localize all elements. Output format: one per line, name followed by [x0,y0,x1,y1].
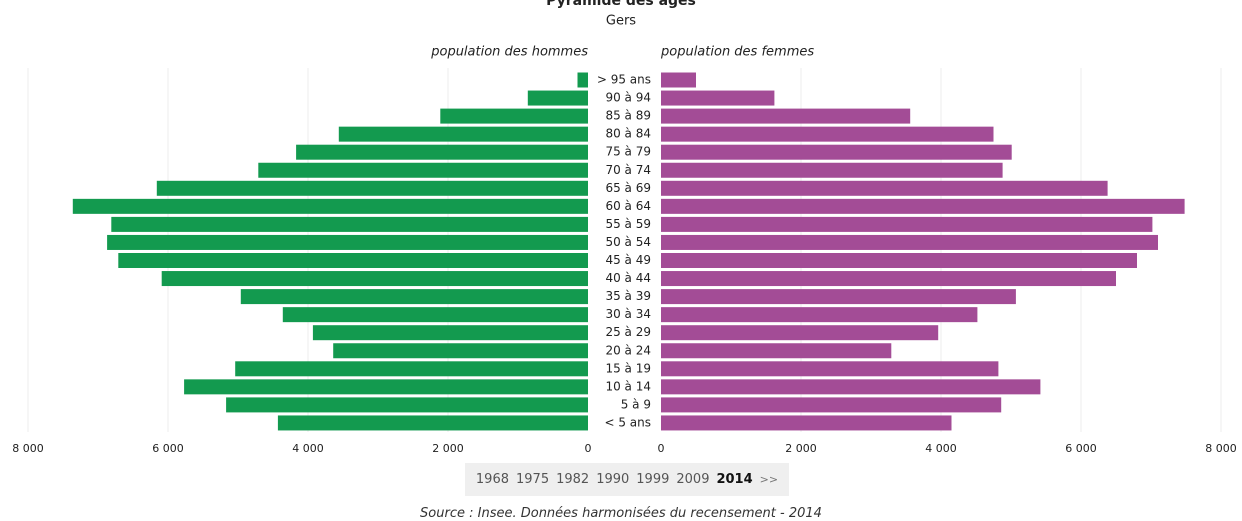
bar [333,343,588,359]
bar [296,144,588,160]
category-label: 65 à 69 [605,181,651,195]
bar [240,289,589,305]
bar [661,162,1003,178]
category-label: 40 à 44 [605,271,651,285]
legend-label: population des hommes [430,45,588,60]
category-label: 80 à 84 [605,127,651,141]
bar [226,397,588,413]
x-tick-label: 2 000 [432,442,464,455]
bar [661,126,994,142]
year-option[interactable]: 1968 [475,472,509,487]
bar [661,198,1185,214]
x-tick-label: 8 000 [12,442,44,455]
x-tick-label: 4 000 [292,442,324,455]
year-option[interactable]: 1975 [516,472,550,487]
category-label: 60 à 64 [605,199,651,213]
bar [72,198,589,214]
category-label: 10 à 14 [605,379,651,393]
bar [338,126,588,142]
bar [161,271,588,287]
chart-subtitle: Gers [606,14,636,29]
bar [661,361,999,377]
bar [258,162,588,178]
x-tick-label: 4 000 [925,442,957,455]
category-label: 20 à 24 [605,343,651,357]
bar [661,180,1108,196]
year-option[interactable]: 2014 [716,472,753,487]
bar [156,180,589,196]
category-label: 45 à 49 [605,253,651,267]
bar [661,90,775,106]
bar [661,216,1153,232]
category-label: 5 à 9 [621,397,651,411]
x-tick-label: 2 000 [785,442,817,455]
year-option[interactable]: 1999 [636,472,670,487]
bar [440,108,588,124]
bar [282,307,588,323]
category-label: 55 à 59 [605,217,651,231]
category-label: 70 à 74 [605,163,651,177]
category-label: < 5 ans [604,415,651,429]
x-tick-label: 6 000 [152,442,184,455]
category-label: 85 à 89 [605,109,651,123]
year-option[interactable]: >> [759,473,779,486]
bar [184,379,588,395]
year-selector: 1968 1975 1982 1990 1999 2009 2014 >> [465,463,789,496]
legend-label: population des femmes [660,45,814,60]
bar [661,72,696,88]
category-label: 35 à 39 [605,289,651,303]
x-tick-label: 6 000 [1065,442,1097,455]
category-label: > 95 ans [597,73,651,87]
x-tick-label: 0 [585,442,592,455]
category-label: 15 à 19 [605,361,651,375]
x-tick-label: 0 [658,442,665,455]
bar [661,397,1002,413]
bar [661,415,952,431]
bar [107,234,588,250]
bar [118,253,589,268]
bar [312,325,588,341]
bar [577,72,588,88]
category-label: 90 à 94 [605,91,651,105]
bar [661,325,939,341]
chart-title: Pyramide des âges [546,0,696,9]
bar [661,343,892,359]
year-option[interactable]: 1990 [596,472,630,487]
bar [661,234,1158,250]
category-label: 50 à 54 [605,235,651,249]
category-label: 25 à 29 [605,325,651,339]
x-tick-label: 8 000 [1205,442,1237,455]
category-label: 75 à 79 [605,145,651,159]
bar [661,379,1041,395]
bar [111,216,589,232]
source: Source : Insee. Données harmonisées du r… [420,506,822,521]
year-option[interactable]: 2009 [676,472,710,487]
bar [661,108,911,124]
bar [235,361,588,377]
bar [661,253,1137,268]
chart: Pyramide des âges Gers population des ho… [12,0,1237,455]
year-option[interactable]: 1982 [556,472,590,487]
category-label: 30 à 34 [605,307,651,321]
bar [661,144,1012,160]
bar [277,415,588,431]
bar [661,307,978,323]
bar [661,289,1016,305]
bar [527,90,588,106]
bar [661,271,1116,287]
